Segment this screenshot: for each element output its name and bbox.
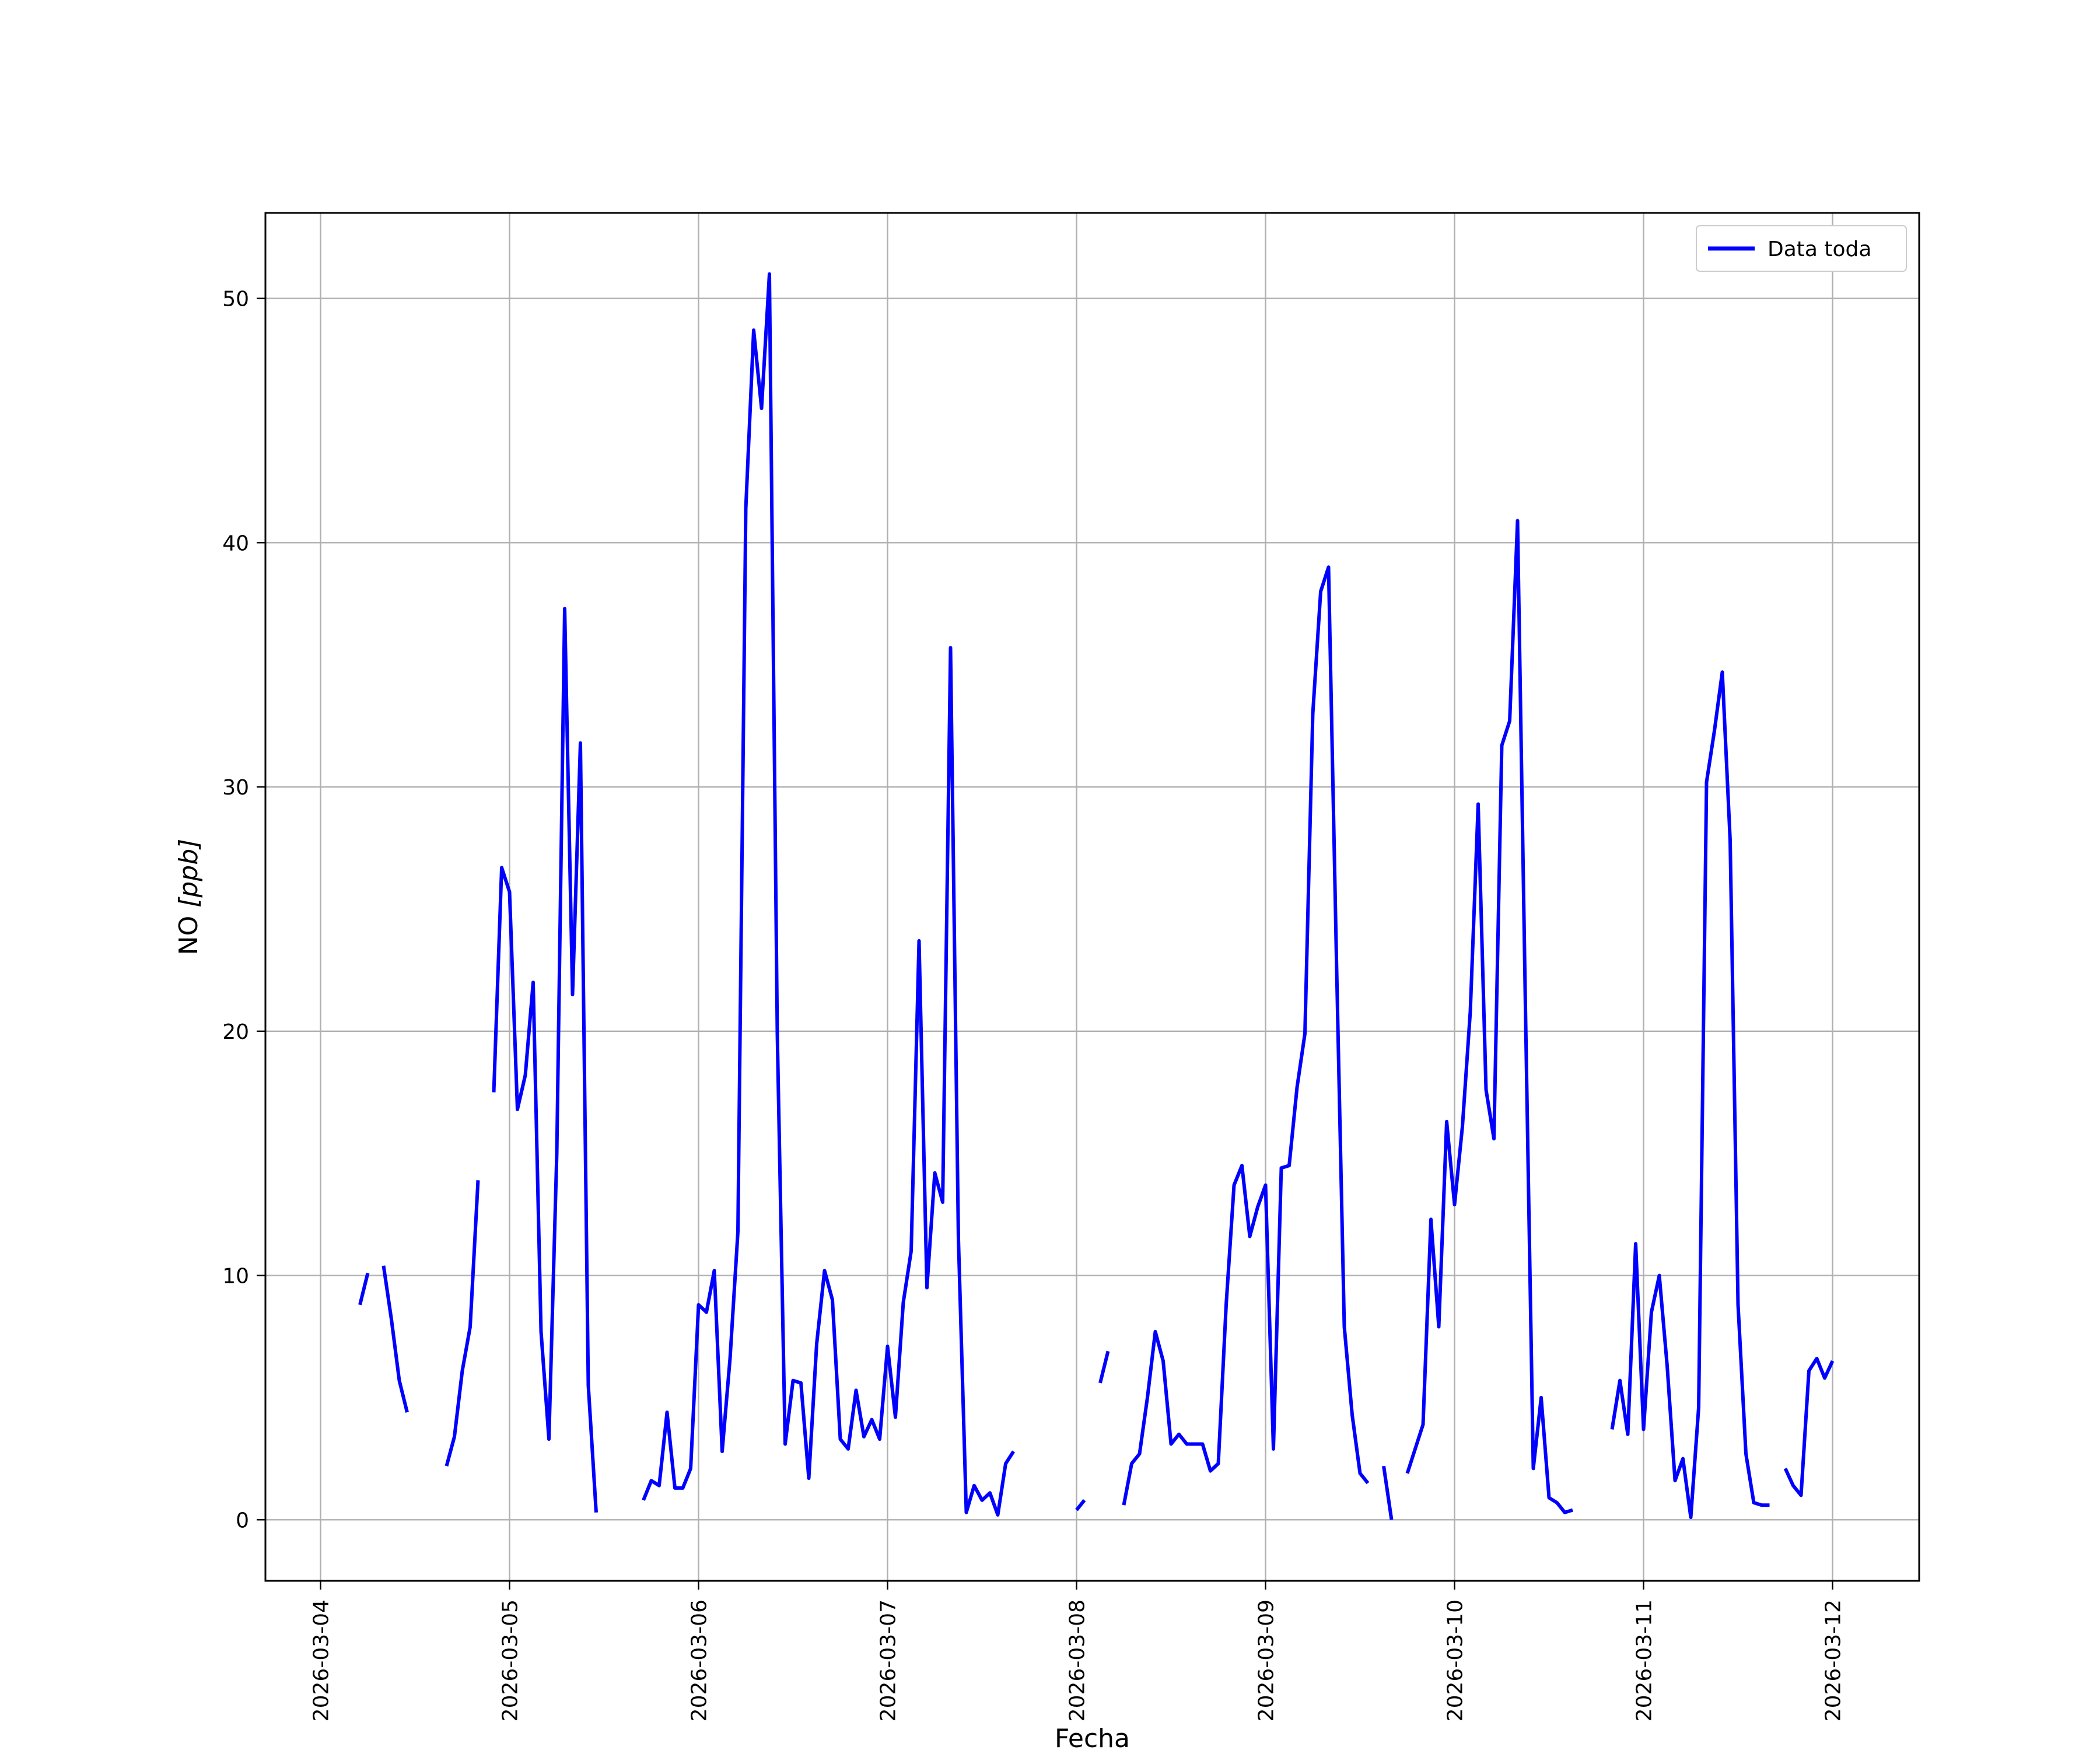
x-tick-label: 2026-03-08 xyxy=(1066,1600,1090,1721)
series-line-segment xyxy=(1610,670,1770,1520)
y-axis-label-main: NO xyxy=(174,908,204,956)
y-axis: 0 10 20 30 40 50 xyxy=(222,288,265,1532)
y-tick-label: 40 xyxy=(222,531,249,555)
series-line-segment xyxy=(1783,1356,1835,1497)
x-tick-label: 2026-03-11 xyxy=(1633,1600,1657,1721)
x-tick-label: 2026-03-04 xyxy=(310,1600,334,1721)
series-line-segment xyxy=(358,1272,370,1306)
series-line-segment xyxy=(492,607,598,1513)
x-tick-label: 2026-03-12 xyxy=(1822,1600,1846,1721)
x-axis: 2026-03-04 2026-03-05 2026-03-06 2026-03-07… xyxy=(310,1581,1846,1721)
series-line-segment xyxy=(642,272,1016,1517)
x-tick-label: 2026-03-10 xyxy=(1444,1600,1468,1721)
y-tick-label: 10 xyxy=(222,1265,249,1289)
series-line-segment xyxy=(1382,1465,1394,1520)
legend-label: Data toda xyxy=(1768,237,1871,261)
y-tick-label: 50 xyxy=(222,288,249,312)
legend: Data toda xyxy=(1696,225,1907,272)
y-tick-label: 30 xyxy=(222,776,249,800)
x-tick-label: 2026-03-09 xyxy=(1255,1600,1279,1721)
y-tick-label: 20 xyxy=(222,1020,249,1044)
x-axis-label: Fecha xyxy=(1055,1724,1130,1750)
series-line-segment xyxy=(1098,1350,1110,1384)
series-line-segment xyxy=(444,1180,480,1466)
x-tick-label: 2026-03-07 xyxy=(877,1600,901,1721)
x-tick-label: 2026-03-06 xyxy=(688,1600,712,1721)
legend-box xyxy=(1696,225,1907,272)
series-layer xyxy=(358,272,1835,1520)
series-line-segment xyxy=(1075,1499,1086,1511)
y-axis-label-unit: [ppb] xyxy=(174,839,204,908)
x-tick-label: 2026-03-05 xyxy=(499,1600,523,1721)
y-tick-label: 0 xyxy=(236,1508,249,1532)
series-line-segment xyxy=(382,1265,409,1413)
y-axis-label: NO [ppb] xyxy=(174,839,204,956)
grid xyxy=(265,213,1919,1581)
series-line-segment xyxy=(1122,565,1370,1506)
plot-area-frame xyxy=(264,212,1920,1582)
series-line-segment xyxy=(1405,519,1573,1514)
